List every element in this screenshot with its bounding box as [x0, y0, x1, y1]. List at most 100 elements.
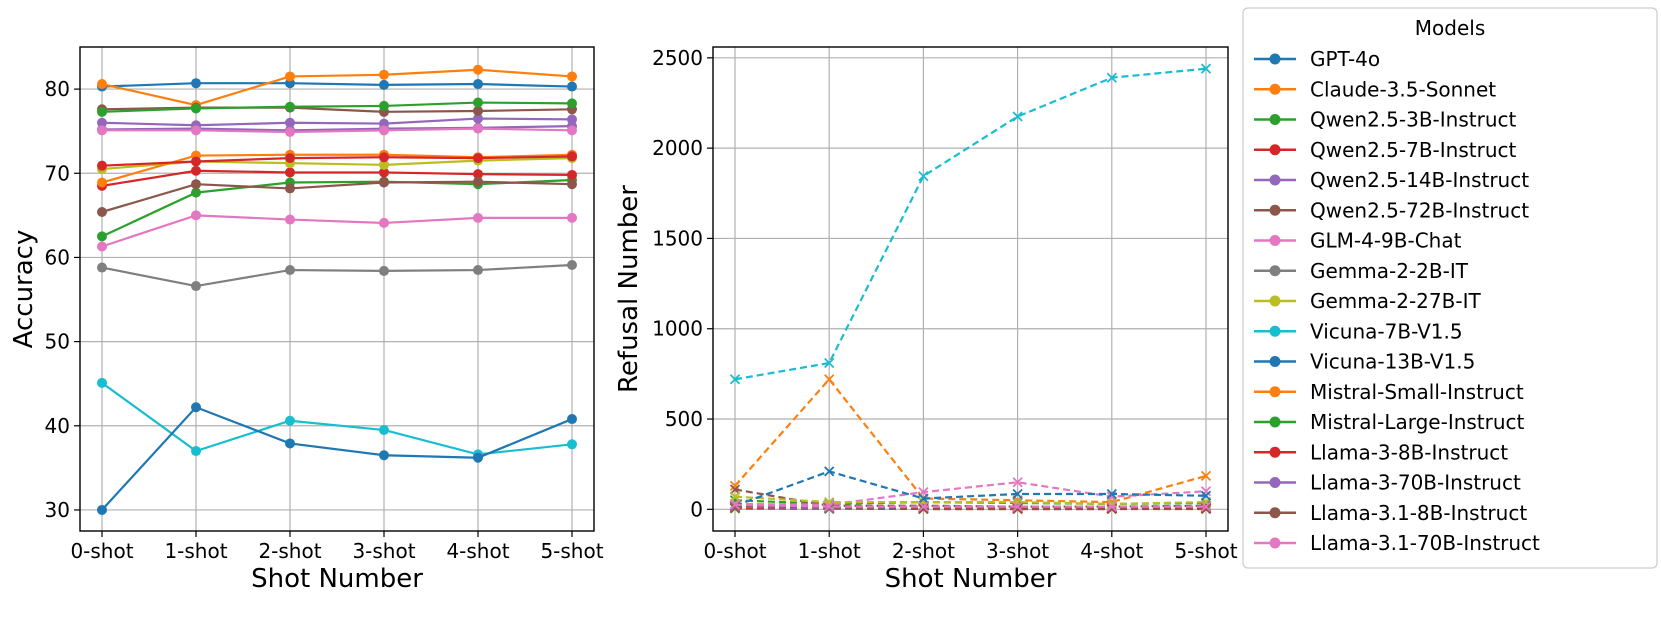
ref-point-vicuna-13b-v1-5 — [1200, 490, 1212, 501]
ref-point-vicuna-13b-v1-5 — [1012, 488, 1023, 500]
legend-swatch-marker-llama-3-8b-instruct — [1269, 446, 1281, 458]
acc-point-gemma-2-27b-it — [379, 159, 389, 170]
ref-xtick-label: 5-shot — [1174, 539, 1237, 563]
legend-label-mistral-small-instruct: Mistral-Small-Instruct — [1310, 380, 1524, 404]
legend-label-gemma-2-27b-it: Gemma-2-27B-IT — [1310, 289, 1481, 313]
ref-series-line-glm-4-9b-chat — [734, 481, 1207, 506]
acc-point-claude-3-5-sonnet — [97, 79, 107, 90]
ref-ytick-label: 1000 — [652, 317, 703, 341]
ref-series-line-claude-3-5-sonnet — [734, 377, 1207, 504]
ref-x-axis-label: Shot Number — [885, 564, 1057, 594]
legend-label-glm-4-9b-chat: GLM-4-9B-Chat — [1310, 229, 1462, 253]
acc-ytick-label: 40 — [45, 414, 70, 438]
legend-swatch-marker-gpt-4o — [1269, 53, 1281, 65]
acc-point-gemma-2-2b-it — [473, 265, 483, 276]
acc-point-llama-3-1-70b-instruct — [191, 125, 201, 136]
legend-label-qwen2-5-72b-instruct: Qwen2.5-72B-Instruct — [1310, 198, 1529, 222]
ref-point-vicuna-7b-v1-5 — [1200, 63, 1212, 74]
legend-swatch-marker-vicuna-7b-v1-5 — [1269, 325, 1281, 337]
legend-swatch-marker-gemma-2-2b-it — [1269, 265, 1281, 277]
acc-series-line-qwen2-5-72b-instruct — [101, 106, 573, 113]
ref-point-vicuna-7b-v1-5 — [729, 374, 741, 385]
legend-label-qwen2-5-3b-instruct: Qwen2.5-3B-Instruct — [1310, 108, 1516, 132]
acc-series-line-qwen2-5-3b-instruct — [101, 178, 573, 238]
acc-point-gemma-2-2b-it — [285, 265, 295, 276]
acc-point-mistral-large-instruct — [191, 103, 201, 114]
acc-point-claude-3-5-sonnet — [567, 71, 577, 82]
acc-point-vicuna-7b-v1-5 — [379, 424, 389, 435]
ref-point-claude-3-5-sonnet — [1200, 470, 1212, 482]
acc-xtick-label: 0-shot — [70, 539, 133, 563]
acc-point-llama-3-1-70b-instruct — [567, 125, 577, 136]
ref-ytick-label: 2000 — [652, 136, 703, 160]
acc-series-line-llama-3-70b-instruct — [101, 125, 573, 132]
ref-axes-frame — [712, 46, 1229, 532]
legend-swatch-marker-qwen2-5-72b-instruct — [1269, 204, 1281, 216]
acc-series-line-vicuna-7b-v1-5 — [101, 381, 573, 456]
ref-series-line-vicuna-7b-v1-5 — [734, 67, 1207, 381]
legend-label-qwen2-5-14b-instruct: Qwen2.5-14B-Instruct — [1310, 168, 1529, 192]
ref-xtick-label: 2-shot — [892, 539, 955, 563]
acc-point-mistral-large-instruct — [473, 97, 483, 108]
acc-point-mistral-large-instruct — [285, 101, 295, 112]
acc-series-line-vicuna-13b-v1-5 — [101, 405, 573, 511]
acc-point-qwen2-5-72b-instruct — [473, 105, 483, 116]
acc-point-qwen2-5-14b-instruct — [473, 113, 483, 124]
legend-swatch-marker-qwen2-5-3b-instruct — [1269, 114, 1281, 125]
acc-point-vicuna-13b-v1-5 — [97, 504, 107, 515]
acc-point-llama-3-8b-instruct — [97, 160, 107, 171]
ref-xtick-label: 3-shot — [986, 539, 1049, 563]
acc-point-mistral-large-instruct — [379, 100, 389, 111]
acc-xtick-label: 5-shot — [540, 539, 603, 563]
acc-point-vicuna-13b-v1-5 — [191, 402, 201, 413]
ref-xtick-label: 0-shot — [703, 539, 766, 563]
acc-point-gemma-2-2b-it — [567, 260, 577, 271]
acc-point-glm-4-9b-chat — [567, 212, 577, 223]
legend-label-vicuna-13b-v1-5: Vicuna-13B-V1.5 — [1310, 350, 1475, 374]
acc-point-llama-3-8b-instruct — [567, 151, 577, 162]
acc-point-gpt-4o — [379, 79, 389, 90]
ref-point-glm-4-9b-chat — [1012, 477, 1023, 488]
acc-point-llama-3-1-70b-instruct — [379, 125, 389, 136]
refusal-chart: 0-shot 1-shot 2-shot 3-shot 4-shot 5-shot 0 500… — [614, 46, 1238, 594]
acc-point-llama-3-8b-instruct — [285, 153, 295, 164]
ref-point-vicuna-7b-v1-5 — [824, 357, 835, 369]
ref-point-vicuna-13b-v1-5 — [824, 466, 835, 477]
acc-point-claude-3-5-sonnet — [285, 71, 295, 82]
acc-xtick-label: 1-shot — [164, 539, 227, 563]
ref-xtick-label: 1-shot — [798, 539, 861, 563]
acc-series-line-qwen2-5-7b-instruct — [101, 169, 573, 187]
acc-point-vicuna-13b-v1-5 — [285, 438, 295, 449]
ref-point-vicuna-13b-v1-5 — [1106, 488, 1117, 500]
legend-swatch-marker-llama-3-1-70b-instruct — [1269, 537, 1281, 549]
acc-point-llama-3-1-70b-instruct — [97, 125, 107, 136]
acc-point-mistral-small-instruct — [97, 177, 107, 188]
legend-swatch-marker-claude-3-5-sonnet — [1269, 83, 1281, 95]
ref-ytick-label: 0 — [690, 497, 703, 521]
legend-label-llama-3-1-8b-instruct: Llama-3.1-8B-Instruct — [1310, 501, 1527, 525]
ref-point-llama-3-1-70b-instruct — [1012, 501, 1023, 512]
ref-series-line-vicuna-13b-v1-5 — [734, 470, 1207, 507]
acc-point-gemma-2-2b-it — [191, 281, 201, 292]
ref-point-vicuna-7b-v1-5 — [1106, 72, 1117, 83]
acc-point-glm-4-9b-chat — [191, 210, 201, 221]
legend-swatch-marker-mistral-small-instruct — [1269, 386, 1281, 398]
acc-point-llama-3-1-8b-instruct — [473, 176, 483, 187]
acc-point-gemma-2-2b-it — [379, 265, 389, 276]
acc-point-vicuna-7b-v1-5 — [97, 377, 107, 388]
acc-point-gemma-2-2b-it — [97, 262, 107, 273]
legend-label-llama-3-70b-instruct: Llama-3-70B-Instruct — [1310, 471, 1521, 495]
acc-point-glm-4-9b-chat — [285, 214, 295, 225]
legend-swatch-marker-glm-4-9b-chat — [1269, 235, 1281, 246]
acc-point-llama-3-1-8b-instruct — [567, 179, 577, 190]
acc-point-llama-3-1-8b-instruct — [379, 177, 389, 188]
acc-point-llama-3-8b-instruct — [191, 156, 201, 167]
ref-point-vicuna-7b-v1-5 — [918, 170, 929, 182]
ref-point-vicuna-7b-v1-5 — [1012, 111, 1023, 122]
acc-point-vicuna-7b-v1-5 — [285, 415, 295, 426]
ref-point-llama-3-1-70b-instruct — [1106, 501, 1117, 512]
legend-swatch-marker-qwen2-5-14b-instruct — [1269, 174, 1281, 186]
legend-title: Models — [1415, 16, 1485, 40]
acc-series-line-llama-3-8b-instruct — [101, 155, 573, 167]
acc-point-claude-3-5-sonnet — [473, 64, 483, 75]
